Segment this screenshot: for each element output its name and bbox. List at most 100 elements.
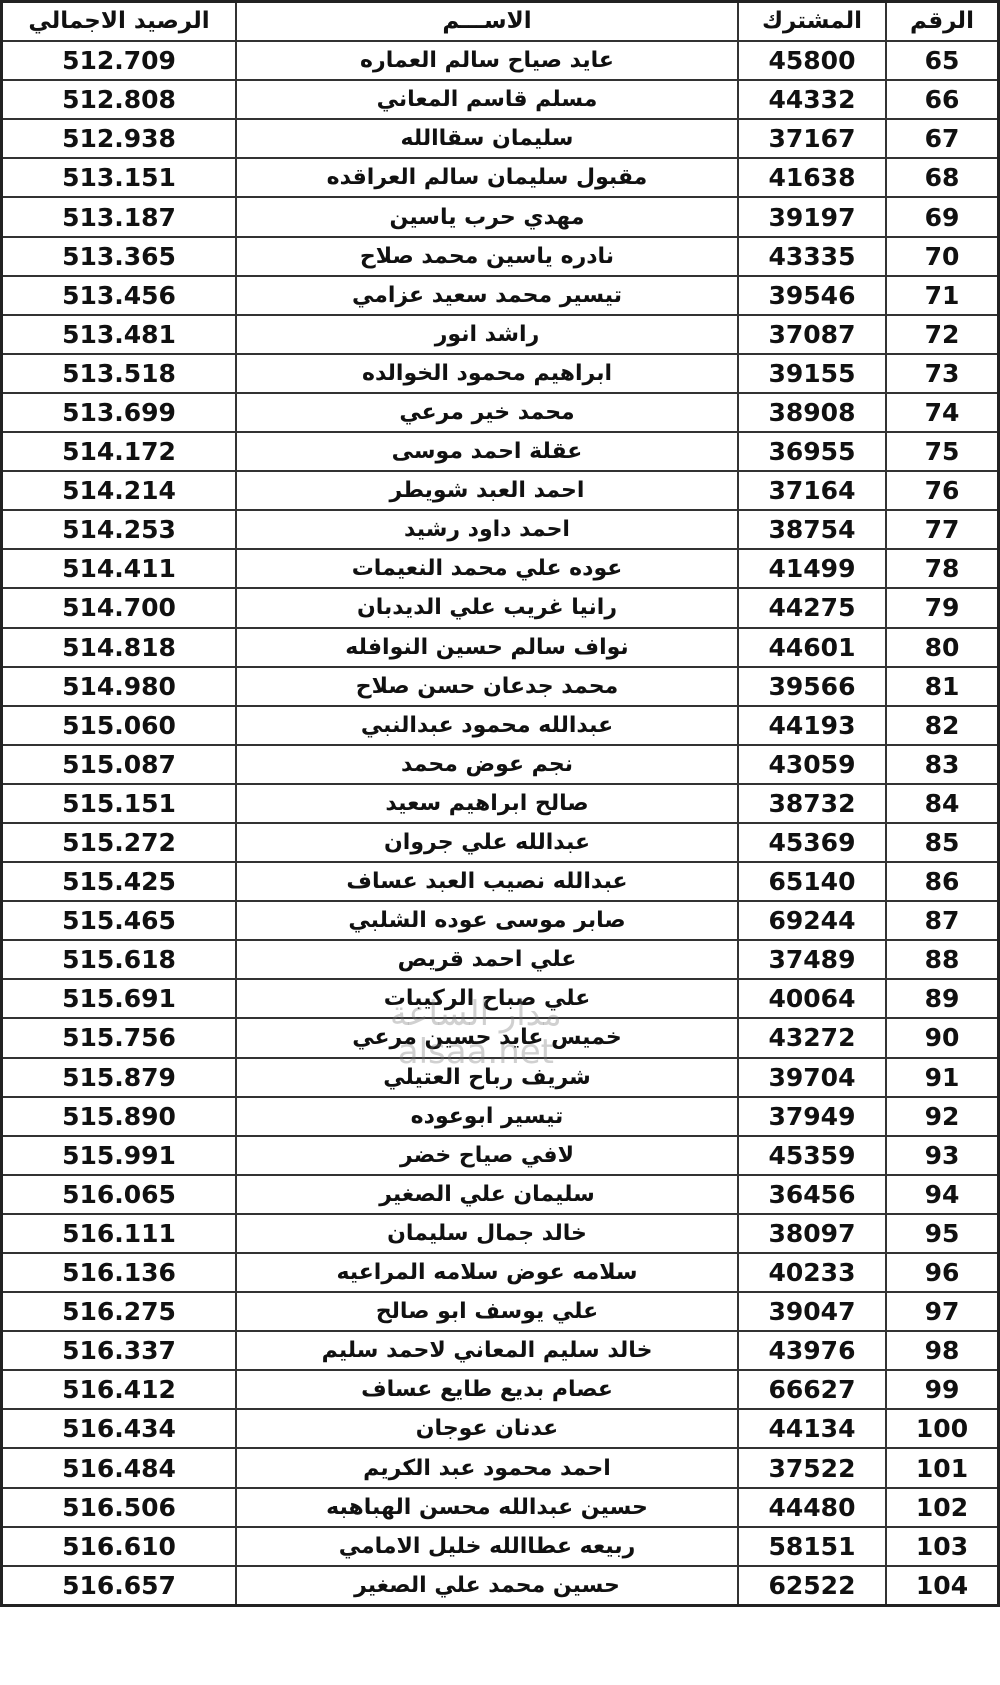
cell-subscriber: 37949: [737, 1095, 887, 1137]
header-balance: الرصيد الاجمالي: [0, 0, 237, 43]
cell-subscriber: 39197: [737, 196, 887, 238]
table-row: 94 36456 سليمان علي الصغير 516.065: [0, 1173, 1000, 1215]
table-row: 84 38732 صالح ابراهيم سعيد 515.151: [0, 782, 1000, 824]
cell-balance: 515.691: [0, 978, 237, 1020]
cell-balance: 516.337: [0, 1330, 237, 1372]
cell-name: رانيا غريب علي الديدبان: [235, 587, 739, 629]
cell-subscriber: 45369: [737, 821, 887, 864]
cell-subscriber: 39566: [737, 665, 887, 707]
cell-subscriber: 36955: [737, 431, 887, 473]
cell-name: سليمان سقاالله: [235, 118, 739, 160]
cell-balance: 516.136: [0, 1251, 237, 1294]
cell-number: 87: [885, 900, 1000, 942]
cell-number: 85: [885, 821, 1000, 864]
cell-number: 79: [885, 587, 1000, 629]
cell-number: 98: [885, 1330, 1000, 1372]
table-row: 65 45800 عايد صياح سالم العماره 512.709: [0, 40, 1000, 82]
cell-name: نجم عوض محمد: [235, 743, 739, 785]
cell-subscriber: 45359: [737, 1134, 887, 1176]
cell-subscriber: 37489: [737, 939, 887, 981]
cell-balance: 512.709: [0, 40, 237, 82]
cell-name: مهدي حرب ياسين: [235, 196, 739, 238]
cell-number: 100: [885, 1408, 1000, 1450]
header-subscriber: المشترك: [737, 0, 887, 43]
cell-name: صالح ابراهيم سعيد: [235, 782, 739, 824]
cell-number: 96: [885, 1251, 1000, 1294]
cell-subscriber: 38732: [737, 782, 887, 824]
cell-number: 94: [885, 1173, 1000, 1215]
table-row: 98 43976 خالد سليم المعاني لاحمد سليم 516.3…: [0, 1330, 1000, 1372]
cell-balance: 513.518: [0, 352, 237, 394]
cell-name: عقلة احمد موسى: [235, 431, 739, 473]
cell-name: خالد جمال سليمان: [235, 1212, 739, 1255]
cell-number: 84: [885, 782, 1000, 824]
table-row: 67 37167 سليمان سقاالله 512.938: [0, 118, 1000, 160]
table-row: 88 37489 علي احمد قريص 515.618: [0, 939, 1000, 981]
cell-name: حسين عبدالله محسن الهباهبه: [235, 1486, 739, 1528]
cell-subscriber: 38754: [737, 509, 887, 551]
cell-subscriber: 40233: [737, 1251, 887, 1294]
cell-name: احمد محمود عبد الكريم: [235, 1447, 739, 1489]
cell-name: مسلم قاسم المعاني: [235, 79, 739, 121]
table-row: 97 39047 علي يوسف ابو صالح 516.275: [0, 1291, 1000, 1333]
cell-subscriber: 44134: [737, 1408, 887, 1450]
cell-number: 82: [885, 704, 1000, 746]
table-row: 76 37164 احمد العبد شويطر 514.214: [0, 470, 1000, 512]
cell-name: عبدالله نصيب العبد عساف: [235, 861, 739, 903]
cell-balance: 516.610: [0, 1525, 237, 1567]
cell-balance: 514.980: [0, 665, 237, 707]
cell-balance: 515.425: [0, 861, 237, 903]
cell-balance: 514.253: [0, 509, 237, 551]
cell-balance: 515.151: [0, 782, 237, 824]
cell-name: خميس عايد حسين مرعي: [235, 1017, 739, 1059]
cell-balance: 514.411: [0, 548, 237, 590]
cell-subscriber: 43335: [737, 235, 887, 277]
header-name: الاســـم: [235, 0, 739, 43]
cell-name: سلامه عوض سلامه المراعيه: [235, 1251, 739, 1294]
cell-balance: 514.172: [0, 431, 237, 473]
cell-subscriber: 36456: [737, 1173, 887, 1215]
cell-number: 104: [885, 1564, 1000, 1607]
cell-number: 81: [885, 665, 1000, 707]
table-row: 90 43272 خميس عايد حسين مرعي 515.756: [0, 1017, 1000, 1059]
cell-balance: 515.087: [0, 743, 237, 785]
cell-name: تيسير محمد سعيد عزامي: [235, 274, 739, 316]
cell-subscriber: 44275: [737, 587, 887, 629]
cell-subscriber: 39155: [737, 352, 887, 394]
cell-number: 69: [885, 196, 1000, 238]
cell-balance: 513.365: [0, 235, 237, 277]
cell-name: نادره ياسين محمد صلاح: [235, 235, 739, 277]
table-row: 72 37087 راشد انور 513.481: [0, 313, 1000, 355]
cell-number: 91: [885, 1056, 1000, 1098]
cell-balance: 516.275: [0, 1291, 237, 1333]
table-row: 104 62522 حسين محمد علي الصغير 516.657: [0, 1564, 1000, 1607]
cell-balance: 516.111: [0, 1212, 237, 1255]
cell-subscriber: 44601: [737, 626, 887, 668]
cell-subscriber: 37167: [737, 118, 887, 160]
cell-subscriber: 37087: [737, 313, 887, 355]
table-row: 71 39546 تيسير محمد سعيد عزامي 513.456: [0, 274, 1000, 316]
cell-subscriber: 43059: [737, 743, 887, 785]
cell-name: محمد خير مرعي: [235, 391, 739, 434]
cell-subscriber: 43272: [737, 1017, 887, 1059]
cell-balance: 516.657: [0, 1564, 237, 1607]
cell-name: احمد داود رشيد: [235, 509, 739, 551]
cell-number: 65: [885, 40, 1000, 82]
cell-number: 90: [885, 1017, 1000, 1059]
table-row: 92 37949 تيسير ابوعوده 515.890: [0, 1095, 1000, 1137]
table-row: 101 37522 احمد محمود عبد الكريم 516.484: [0, 1447, 1000, 1489]
cell-subscriber: 62522: [737, 1564, 887, 1607]
cell-balance: 513.187: [0, 196, 237, 238]
cell-name: عبدالله علي جروان: [235, 821, 739, 864]
table-row: 85 45369 عبدالله علي جروان 515.272: [0, 821, 1000, 864]
cell-name: عوده علي محمد النعيمات: [235, 548, 739, 590]
table-row: 91 39704 شريف رباح العتيلي 515.879: [0, 1056, 1000, 1098]
cell-subscriber: 41499: [737, 548, 887, 590]
cell-number: 77: [885, 509, 1000, 551]
cell-name: صابر موسى عوده الشلبي: [235, 900, 739, 942]
cell-number: 89: [885, 978, 1000, 1020]
cell-name: مقبول سليمان سالم العراقده: [235, 157, 739, 199]
cell-balance: 516.412: [0, 1369, 237, 1411]
table-row: 102 44480 حسين عبدالله محسن الهباهبه 516.50…: [0, 1486, 1000, 1528]
cell-name: نواف سالم حسين النوافله: [235, 626, 739, 668]
